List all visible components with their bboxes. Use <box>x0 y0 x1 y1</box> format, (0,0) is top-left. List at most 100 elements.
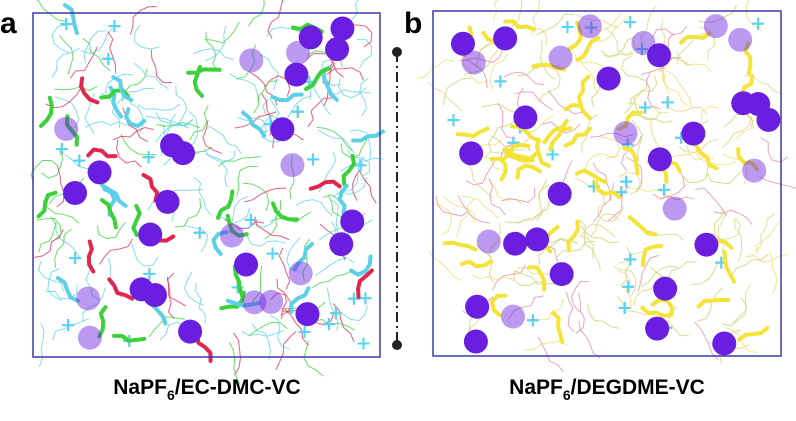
na-ion <box>76 286 101 311</box>
molecule-wire <box>33 229 64 258</box>
molecule-wire <box>667 106 708 116</box>
molecule-wire <box>317 129 355 154</box>
solvation-molecule <box>736 146 760 172</box>
molecule-wire <box>96 221 126 240</box>
molecule-wire <box>215 207 251 225</box>
solvation-molecule <box>640 243 664 268</box>
molecule-wire <box>58 35 74 75</box>
molecule-wire <box>578 56 599 96</box>
molecule-wire <box>760 137 788 163</box>
solvation-molecule <box>141 172 160 203</box>
molecule-wire <box>114 87 154 106</box>
solvation-molecule <box>289 286 311 314</box>
molecule-wire <box>538 69 561 104</box>
molecule-wire <box>513 270 547 286</box>
molecule-wire <box>535 13 574 36</box>
solvation-molecule <box>55 276 80 303</box>
molecule-wire <box>85 121 128 128</box>
molecule-wire <box>314 257 355 276</box>
molecule-wire <box>489 53 509 91</box>
na-ion <box>476 229 501 254</box>
panel-a-frame <box>32 12 381 358</box>
molecule-wire <box>254 216 290 241</box>
molecule-wire <box>98 238 134 265</box>
molecule-wire <box>663 72 688 107</box>
solvation-molecule <box>640 305 674 318</box>
molecule-wire <box>238 216 278 229</box>
molecule-wire <box>82 37 111 71</box>
molecule-wire <box>54 228 72 268</box>
na-ion <box>288 261 313 286</box>
molecule-wire <box>492 264 526 291</box>
solvation-molecule <box>107 277 135 301</box>
molecule-wire <box>289 155 295 200</box>
solvation-molecule <box>593 180 622 200</box>
molecule-wire <box>501 187 536 203</box>
na-ion <box>280 153 305 178</box>
molecule-wire <box>302 238 310 281</box>
solvation-molecule <box>551 310 565 344</box>
molecule-wire <box>652 193 695 201</box>
pf6-anion <box>585 21 598 34</box>
molecule-wire <box>578 320 601 359</box>
pf6-anion <box>322 318 335 331</box>
molecule-wire <box>598 135 621 159</box>
na-ion <box>242 290 267 315</box>
solvation-molecule <box>99 197 118 230</box>
molecule-wire <box>131 243 159 267</box>
panel-b-snapshot <box>416 0 796 373</box>
caption-text: NaPF <box>509 376 563 399</box>
pf6-anion <box>615 186 628 199</box>
na-ion <box>286 40 311 65</box>
molecule-wire <box>722 116 752 148</box>
pf6-anion <box>60 18 73 31</box>
molecule-wire <box>604 27 635 56</box>
molecule-wire <box>175 85 188 125</box>
solvation-molecule <box>303 66 331 91</box>
na-ion <box>662 196 687 221</box>
pf6-anion <box>639 101 652 114</box>
pf6-anion <box>73 154 86 167</box>
molecule-wire <box>755 219 782 255</box>
na-ion <box>459 141 484 166</box>
molecule-wire <box>580 224 619 243</box>
na-ion <box>329 232 354 257</box>
molecule-wire <box>488 178 506 216</box>
na-ion <box>728 27 753 52</box>
molecule-wire <box>571 49 608 72</box>
solvation-molecule <box>574 168 608 185</box>
molecule-wire <box>676 50 712 72</box>
na-ion <box>463 329 488 354</box>
molecule-wire <box>459 59 488 89</box>
caption-text: /EC-DMC-VC <box>175 376 301 399</box>
molecule-wire <box>185 111 199 149</box>
solvation-molecule <box>627 215 658 237</box>
solvation-molecule <box>616 110 644 131</box>
molecule-wire <box>228 342 241 386</box>
molecule-wire <box>467 162 494 198</box>
molecule-wire <box>85 263 101 301</box>
solvation-molecule <box>86 147 118 159</box>
molecule-wire <box>112 127 154 141</box>
molecule-wire <box>244 187 287 203</box>
molecule-wire <box>602 39 636 58</box>
molecule-wire <box>768 250 777 294</box>
molecule-wire <box>286 237 301 273</box>
molecule-wire <box>207 125 242 154</box>
na-ion <box>513 105 538 130</box>
na-ion <box>295 302 320 327</box>
na-ion <box>548 45 573 70</box>
molecule-wire <box>248 321 288 337</box>
na-ion <box>461 50 486 75</box>
solvation-molecule <box>460 259 494 269</box>
na-ion <box>234 252 259 277</box>
molecule-wire <box>270 315 290 350</box>
molecule-wire <box>326 287 339 331</box>
na-ion <box>284 62 309 87</box>
solvation-molecule <box>86 239 96 274</box>
molecule-wire <box>30 159 59 183</box>
molecule-wire <box>621 55 645 81</box>
pf6-anion <box>354 159 367 172</box>
molecule-wire <box>83 30 107 64</box>
